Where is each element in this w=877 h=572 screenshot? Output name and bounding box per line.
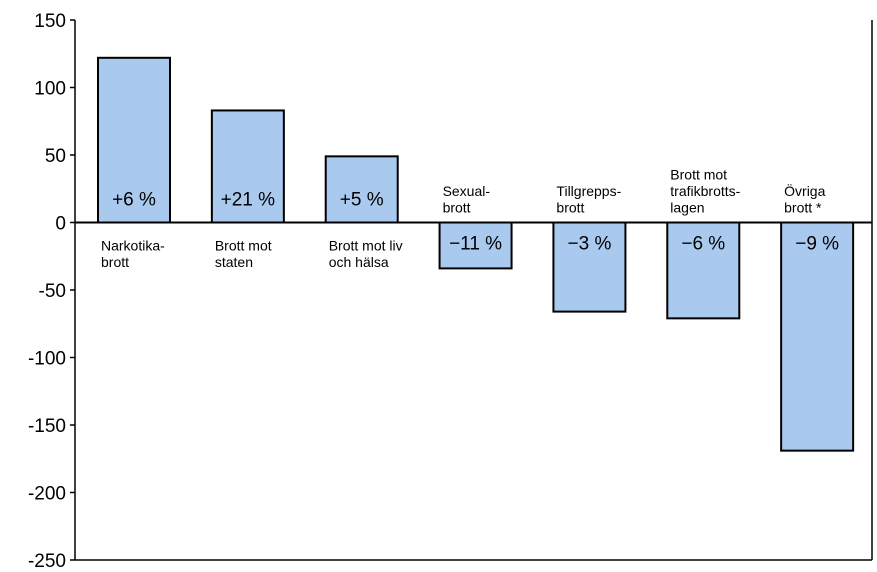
y-tick-label: 100 bbox=[34, 79, 66, 100]
category-label-line: brott bbox=[443, 200, 471, 216]
y-tick-label: -150 bbox=[28, 416, 66, 437]
category-label-line: trafikbrotts- bbox=[670, 183, 740, 199]
data-label: +21 % bbox=[221, 190, 276, 211]
category-label: Brott mot trafikbrotts-lagen bbox=[670, 167, 740, 216]
category-label-line: Övriga bbox=[784, 182, 825, 199]
data-label: +6 % bbox=[112, 190, 156, 211]
data-label: −9 % bbox=[795, 234, 839, 255]
category-label-line: Brott mot bbox=[215, 238, 272, 254]
bar bbox=[438, 221, 513, 270]
category-label-line: Brott mot bbox=[670, 167, 727, 183]
category-label-line: Tillgrepps- bbox=[556, 183, 621, 199]
data-label: −11 % bbox=[449, 234, 502, 255]
bar bbox=[780, 221, 855, 452]
category-label: Övriga brott * bbox=[784, 182, 825, 216]
category-label-line: brott bbox=[556, 200, 584, 216]
y-axis: 150 100 50 0 -50 -100 -150 -200 -250 bbox=[28, 11, 75, 572]
category-label-line: lagen bbox=[670, 200, 704, 216]
category-label: Brott mot staten bbox=[215, 238, 272, 271]
category-label: Sexual-brott bbox=[443, 183, 491, 216]
y-tick-label: -50 bbox=[39, 281, 66, 302]
category-label-line: och hälsa bbox=[329, 254, 389, 270]
category-label-line: Brott mot liv bbox=[329, 238, 403, 254]
bar bbox=[666, 221, 741, 320]
category-label-line: staten bbox=[215, 254, 253, 270]
category-label-line: brott bbox=[101, 254, 129, 270]
data-label: −3 % bbox=[568, 234, 612, 255]
y-tick-label: 0 bbox=[55, 214, 66, 235]
category-label: Brott mot liv och hälsa bbox=[329, 238, 403, 271]
y-tick-label: 150 bbox=[34, 11, 66, 32]
category-label: Tillgrepps-brott bbox=[556, 183, 621, 216]
category-label-line: brott * bbox=[784, 200, 822, 216]
data-label: −6 % bbox=[681, 234, 725, 255]
y-tick-label: -200 bbox=[28, 484, 66, 505]
data-labels: +6 % +21 % +5 % −11 % −3 % −6 % −9 % bbox=[112, 190, 839, 255]
data-label: +5 % bbox=[340, 190, 384, 211]
category-label-line: Sexual- bbox=[443, 183, 491, 199]
bar bbox=[97, 56, 171, 224]
y-tick-label: -100 bbox=[28, 349, 66, 370]
plot-frame bbox=[74, 20, 873, 561]
y-tick-label: -250 bbox=[28, 551, 66, 572]
category-label-line: Narkotika- bbox=[101, 238, 165, 254]
category-label: Narkotika-brott bbox=[101, 238, 165, 271]
y-tick-label: 50 bbox=[45, 146, 66, 167]
